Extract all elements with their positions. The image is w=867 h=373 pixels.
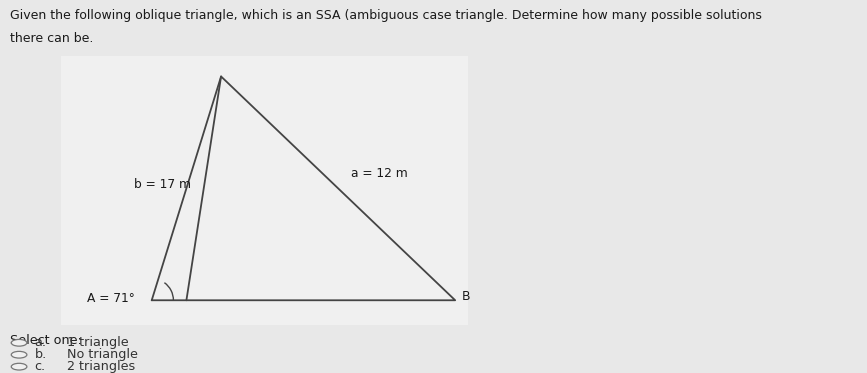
Text: a.: a. [35, 336, 47, 349]
Text: b.: b. [35, 348, 47, 361]
Text: Given the following oblique triangle, which is an SSA (ambiguous case triangle. : Given the following oblique triangle, wh… [10, 9, 762, 22]
Text: there can be.: there can be. [10, 32, 94, 45]
Text: 1 triangle: 1 triangle [67, 336, 128, 349]
Text: c.: c. [35, 360, 46, 373]
Text: Select one:: Select one: [10, 334, 82, 347]
Text: a = 12 m: a = 12 m [351, 167, 407, 180]
Text: b = 17 m: b = 17 m [134, 178, 192, 191]
Text: No triangle: No triangle [67, 348, 138, 361]
Text: B: B [462, 290, 471, 303]
Circle shape [11, 363, 27, 370]
Circle shape [11, 351, 27, 358]
Circle shape [11, 339, 27, 346]
Text: 2 triangles: 2 triangles [67, 360, 135, 373]
Text: A = 71°: A = 71° [87, 292, 134, 305]
Bar [61, 56, 468, 325]
